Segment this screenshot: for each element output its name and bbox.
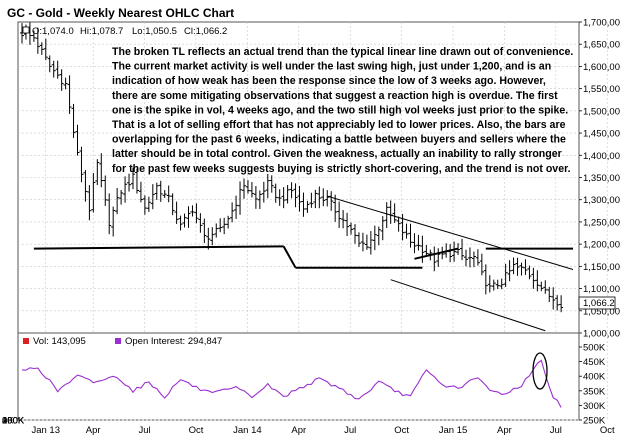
open-interest-axis-labels: 500K 450K 400K 350K 300K 250K	[579, 343, 606, 427]
ohlc-high: Hi:1,078.7	[80, 26, 123, 37]
volume-legend-swatch	[23, 338, 29, 344]
ohlc-low: Lo:1,050.5	[132, 26, 177, 37]
price-tick-label: 1,500,000	[583, 106, 620, 117]
open-interest-line	[21, 359, 562, 408]
volume-legend: Vol: 143,095	[33, 336, 86, 347]
annotation-line: overlapping for the past 6 weeks, indica…	[112, 134, 566, 146]
x-tick-label: Jul	[550, 425, 562, 436]
last-price-label: 1,066.2	[583, 298, 615, 309]
price-tick-label: 1,450,000	[583, 129, 620, 140]
price-tick-label: 1,550,000	[583, 84, 620, 95]
last-price-box	[578, 296, 616, 310]
price-axis-labels: 1,700,000 1,650,000 1,600,000 1,550,000 1,50…	[579, 18, 620, 340]
x-tick-label: Jul	[344, 425, 356, 436]
price-tick-label: 1,400,000	[583, 151, 620, 162]
volume-tick-label: 0K	[2, 416, 14, 427]
trend-line	[390, 279, 546, 332]
x-tick-label: Apr	[497, 425, 512, 436]
price-tick-label: 1,700,000	[583, 18, 620, 29]
open-interest-legend: Open Interest: 294,847	[125, 336, 222, 347]
x-tick-label: Oct	[600, 425, 615, 436]
annotation-line: The current market activity is well unde…	[112, 61, 551, 73]
oi-tick-label: 250K	[583, 416, 606, 427]
annotation-line: latter should be in total control. Given…	[112, 148, 562, 160]
price-tick-label: 1,150,000	[583, 262, 620, 273]
price-tick-label: 1,000,000	[583, 329, 620, 340]
volume-tick-label: 400K	[2, 415, 25, 426]
price-bars	[20, 22, 564, 313]
price-tick-label: 1,200,000	[583, 240, 620, 251]
oi-tick-label: 500K	[583, 343, 606, 354]
trend-line	[414, 247, 459, 260]
x-axis-labels: Jan 13 Apr Jul Oct Jan 14 Apr Jul Oct Jan 15 Apr J…	[31, 425, 615, 436]
volume-panel	[17, 332, 580, 421]
ohlc-marker-icon	[22, 26, 30, 34]
annotation-text: The broken TL reflects an actual trend t…	[112, 46, 573, 175]
annotation-line: one is the spike in vol, 4 weeks ago, an…	[112, 104, 568, 116]
oi-tick-label: 300K	[583, 401, 606, 412]
price-tick-label: 1,050,000	[583, 306, 620, 317]
x-tick-label: Jan 13	[31, 425, 60, 436]
trend-line	[33, 245, 284, 250]
chart-title: GC - Gold - Weekly Nearest OHLC Chart	[7, 6, 234, 20]
ohlc-open: O:1,074.0	[32, 26, 74, 37]
x-tick-label: Apr	[86, 425, 101, 436]
price-tick-label: 1,600,000	[583, 62, 620, 73]
oi-tick-label: 450K	[583, 357, 606, 368]
price-tick-label: 1,650,000	[583, 40, 620, 51]
price-tick-label: 1,350,000	[583, 173, 620, 184]
ohlc-close: Cl:1,066.2	[184, 26, 227, 37]
annotation-line: for the past few weeks suggests buying i…	[112, 163, 571, 175]
price-tick-label: 1,300,000	[583, 195, 620, 206]
volume-spike-highlight	[532, 352, 548, 390]
open-interest-legend-swatch	[115, 338, 121, 344]
volume-tick-label: 300K	[2, 415, 25, 426]
x-tick-label: Jan 15	[439, 425, 468, 436]
x-tick-label: Jul	[139, 425, 151, 436]
x-tick-label: Jan 14	[233, 425, 262, 436]
annotation-line: there are some mitigating observations t…	[112, 90, 558, 102]
x-tick-label: Oct	[189, 425, 204, 436]
x-tick-label: Oct	[394, 425, 409, 436]
annotation-line: indication of how weak has been the resp…	[112, 75, 546, 87]
trend-line	[327, 195, 574, 270]
price-tick-label: 1,250,000	[583, 217, 620, 228]
annotation-line: That is a lot of selling effort that has…	[112, 119, 566, 131]
oi-tick-label: 350K	[583, 386, 606, 397]
oi-tick-label: 400K	[583, 372, 606, 383]
trend-lines	[33, 195, 574, 332]
price-tick-label: 1,100,000	[583, 284, 620, 295]
volume-tick-label: 100K	[2, 415, 25, 426]
volume-tick-label: 200K	[2, 415, 25, 426]
x-tick-label: Apr	[291, 425, 306, 436]
trend-line	[282, 245, 297, 269]
annotation-line: The broken TL reflects an actual trend t…	[112, 46, 573, 58]
